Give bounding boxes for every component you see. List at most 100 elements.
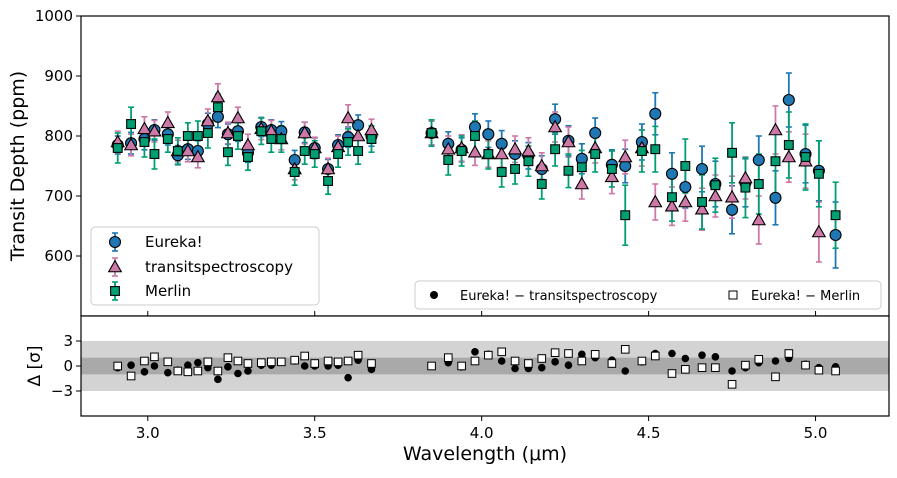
transitspectroscopy-point-1 [123, 137, 139, 151]
merlin-point-22 [353, 146, 364, 156]
merlin-point-20 [333, 149, 344, 159]
eureka-point-47 [752, 153, 765, 167]
eureka-point-9 [211, 110, 224, 123]
merlin-point-27 [470, 131, 480, 141]
bottom-y-axis-label: Δ [σ] [25, 345, 45, 386]
merlin-point-5 [172, 146, 183, 156]
eureka-minus-merlin-point-26 [457, 361, 466, 371]
eureka-minus-merlin-point-21 [343, 356, 353, 366]
legend-symbol-merlin [110, 286, 120, 296]
merlin-point-31 [523, 156, 534, 167]
eureka-minus-transitspectroscopy-point-48 [771, 357, 780, 365]
merlin-point-11 [232, 131, 243, 141]
eureka-minus-transitspectroscopy-point-3 [150, 362, 159, 370]
merlin-point-8 [202, 128, 213, 138]
eureka-minus-merlin-point-33 [550, 348, 560, 357]
merlin-point-50 [800, 152, 811, 162]
merlin-point-17 [299, 146, 310, 156]
transitspectroscopy-point-41 [664, 198, 680, 212]
merlin-point-35 [576, 162, 587, 173]
eureka-minus-transitspectroscopy-point-45 [728, 367, 736, 375]
eureka-minus-merlin-point-45 [727, 380, 737, 389]
eureka-minus-transitspectroscopy-point-33 [551, 358, 559, 366]
transitspectroscopy-point-29 [494, 146, 509, 160]
top-y-tick-label-1: 700 [44, 187, 73, 205]
merlin-point-21 [343, 137, 354, 147]
merlin-point-19 [323, 176, 334, 186]
x-tick-label-3: 4.5 [637, 424, 661, 442]
transitspectroscopy-point-42 [678, 194, 693, 208]
eureka-minus-merlin-point-7 [193, 366, 203, 376]
eureka-minus-merlin-point-3 [150, 352, 159, 362]
merlin-point-38 [620, 210, 631, 221]
merlin-point-45 [727, 147, 738, 158]
merlin-point-32 [536, 179, 547, 189]
eureka-point-41 [665, 167, 679, 180]
eureka-minus-transitspectroscopy-point-7 [194, 358, 202, 367]
merlin-point-47 [753, 179, 764, 189]
transitspectroscopy-point-9 [210, 89, 226, 103]
merlin-point-10 [222, 147, 233, 158]
eureka-minus-merlin-point-9 [213, 366, 223, 376]
eureka-minus-transitspectroscopy-point-43 [698, 351, 706, 359]
top-y-tick-label-2: 800 [44, 127, 73, 145]
transitspectroscopy-point-10 [220, 125, 236, 139]
eureka-minus-merlin-point-16 [290, 355, 299, 365]
eureka-minus-merlin-point-22 [353, 350, 363, 360]
eureka-minus-transitspectroscopy-point-4 [164, 368, 172, 377]
eureka-minus-merlin-point-48 [771, 372, 780, 382]
merlin-point-36 [590, 149, 601, 159]
eureka-minus-merlin-point-40 [650, 351, 660, 361]
eureka-minus-merlin-point-20 [333, 357, 343, 367]
merlin-point-41 [667, 192, 677, 203]
merlin-point-4 [162, 134, 173, 144]
eureka-minus-merlin-point-29 [497, 347, 506, 357]
legend-label-transitspectroscopy: transitspectroscopy [145, 258, 293, 276]
eureka-minus-merlin-point-15 [277, 357, 286, 367]
transitspectroscopy-point-44 [708, 188, 723, 202]
eureka-minus-transitspectroscopy-point-44 [711, 353, 720, 361]
top-legend-box [90, 226, 320, 306]
merlin-point-9 [212, 102, 223, 113]
merlin-point-1 [126, 119, 137, 129]
series-markers-merlin [112, 102, 841, 221]
eureka-minus-transitspectroscopy-point-17 [300, 362, 309, 370]
eureka-minus-merlin-point-4 [163, 357, 173, 367]
eureka-minus-transitspectroscopy-point-42 [681, 354, 690, 363]
transitspectroscopy-point-11 [230, 110, 246, 124]
transitspectroscopy-point-51 [811, 224, 827, 238]
x-tick-label-1: 3.5 [303, 424, 327, 442]
eureka-point-40 [649, 107, 662, 120]
eureka-minus-merlin-point-11 [233, 356, 243, 366]
merlin-point-46 [740, 182, 751, 193]
eureka-minus-merlin-point-37 [607, 359, 617, 368]
eureka-minus-transitspectroscopy-point-12 [244, 367, 252, 375]
top-y-axis-label: Transit Depth (ppm) [7, 71, 29, 262]
eureka-minus-transitspectroscopy-point-9 [214, 375, 222, 384]
merlin-point-44 [710, 180, 721, 191]
merlin-point-25 [443, 155, 454, 165]
transitspectroscopy-point-33 [547, 119, 563, 133]
eureka-point-36 [589, 126, 602, 140]
merlin-point-39 [636, 146, 647, 156]
transitspectroscopy-point-45 [724, 189, 740, 203]
merlin-point-43 [697, 197, 707, 207]
eureka-minus-merlin-point-17 [300, 351, 310, 361]
transitspectroscopy-point-30 [507, 141, 523, 155]
transitspectroscopy-point-47 [751, 212, 767, 226]
eureka-minus-merlin-point-0 [113, 361, 123, 371]
eureka-minus-merlin-point-41 [667, 369, 677, 378]
merlin-point-16 [289, 167, 300, 177]
eureka-minus-merlin-point-36 [590, 350, 600, 359]
eureka-minus-transitspectroscopy-point-27 [471, 348, 479, 356]
residual-panel: 3 0 −3 3.0 3.5 4.0 4.5 5.0 Δ [σ] Wavelength (μ… [25, 311, 890, 465]
transitspectroscopy-point-34 [561, 134, 576, 148]
eureka-minus-transitspectroscopy-point-35 [578, 350, 586, 359]
bottom-y-tick-label-1: 0 [63, 357, 73, 375]
eureka-minus-merlin-point-8 [203, 357, 213, 367]
transitspectroscopy-point-40 [648, 194, 663, 208]
eureka-minus-transitspectroscopy-point-6 [184, 361, 192, 369]
transitspectroscopy-point-22 [350, 128, 366, 142]
eureka-minus-merlin-point-38 [620, 345, 630, 354]
legend-marker-eureka-minus-transitspectroscopy [430, 291, 438, 299]
